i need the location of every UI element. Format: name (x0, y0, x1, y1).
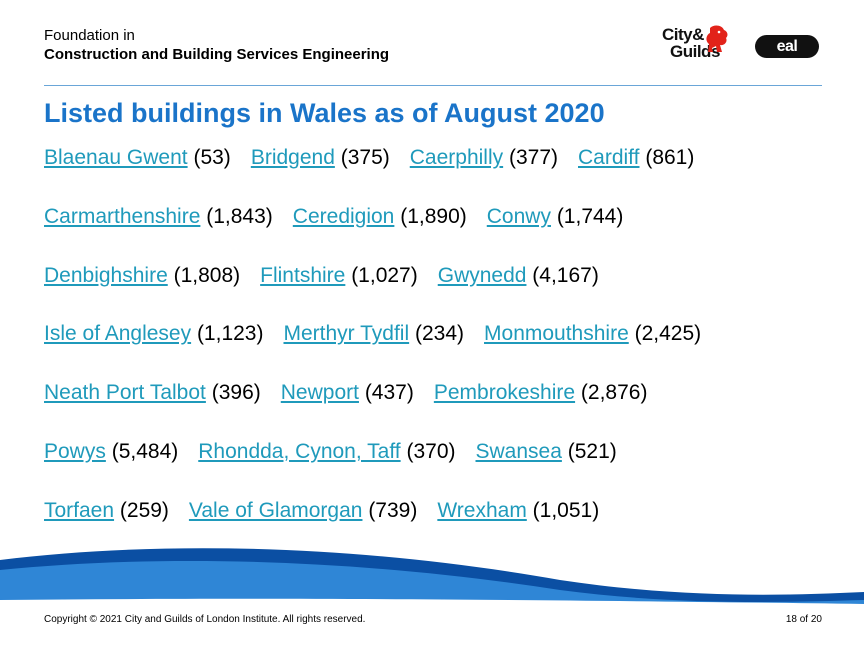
county-item: Newport (437) (281, 378, 414, 408)
county-link[interactable]: Vale of Glamorgan (188, 498, 363, 522)
lion-icon (706, 25, 728, 52)
county-item: Merthyr Tydfil (234) (283, 319, 464, 349)
listed-building-count: (1,123) (196, 322, 264, 346)
county-row: Isle of Anglesey (1,123) Merthyr Tydfil (… (44, 319, 834, 378)
header-line-1: Foundation in (44, 27, 135, 44)
listed-building-count: (370) (406, 439, 456, 463)
cg-logo-line1: City& (662, 25, 704, 44)
listed-building-count: (1,051) (532, 498, 600, 522)
county-item: Gwynedd (4,167) (438, 261, 599, 291)
eal-logo: eal (755, 35, 819, 58)
slide-header: Foundation in Construction and Building … (44, 26, 389, 64)
page-number: 18 of 20 (785, 614, 822, 625)
listed-building-count: (1,744) (556, 204, 624, 228)
listed-building-count: (521) (567, 439, 617, 463)
county-link[interactable]: Powys (44, 439, 106, 463)
county-row: Torfaen (259) Vale of Glamorgan (739) Wrex… (44, 496, 834, 555)
county-item: Carmarthenshire (1,843) (44, 202, 273, 232)
county-item: Powys (5,484) (44, 437, 178, 467)
county-item: Cardiff (861) (578, 143, 694, 173)
listed-building-count: (396) (211, 381, 261, 405)
county-item: Pembrokeshire (2,876) (434, 378, 648, 408)
listed-building-count: (437) (364, 381, 414, 405)
county-item: Wrexham (1,051) (437, 496, 599, 526)
listed-building-count: (259) (119, 498, 169, 522)
listed-building-count: (1,890) (400, 204, 467, 228)
county-item: Blaenau Gwent (53) (44, 143, 231, 173)
county-row: Denbighshire (1,808) Flintshire (1,027) Gw… (44, 261, 834, 320)
county-item: Caerphilly (377) (410, 143, 558, 173)
listed-building-count: (234) (414, 322, 465, 346)
county-link[interactable]: Neath Port Talbot (44, 381, 206, 405)
listed-building-count: (1,808) (173, 263, 241, 287)
header-divider (44, 85, 822, 86)
county-link[interactable]: Rhondda, Cynon, Taff (198, 439, 401, 463)
county-item: Torfaen (259) (44, 496, 169, 526)
county-item: Conwy (1,744) (487, 202, 624, 232)
county-row: Blaenau Gwent (53) Bridgend (375) Caerphil… (44, 143, 834, 202)
county-item: Flintshire (1,027) (260, 261, 418, 291)
listed-building-count: (377) (508, 146, 558, 169)
county-link[interactable]: Blaenau Gwent (44, 146, 188, 169)
county-link[interactable]: Cardiff (578, 146, 640, 169)
county-link[interactable]: Conwy (486, 204, 551, 228)
county-link[interactable]: Newport (280, 381, 359, 405)
listed-building-count: (4,167) (532, 263, 599, 287)
county-item: Neath Port Talbot (396) (44, 378, 261, 408)
slide-title: Listed buildings in Wales as of August 2… (44, 98, 605, 128)
county-link[interactable]: Ceredigion (292, 204, 395, 228)
county-link[interactable]: Swansea (475, 439, 562, 463)
listed-building-count: (2,876) (580, 381, 648, 405)
county-link[interactable]: Wrexham (437, 498, 527, 522)
county-row: Carmarthenshire (1,843) Ceredigion (1,890… (44, 202, 834, 261)
county-item: Denbighshire (1,808) (44, 261, 240, 291)
listed-building-count: (1,843) (206, 204, 273, 228)
county-link[interactable]: Torfaen (44, 498, 115, 522)
county-link[interactable]: Denbighshire (44, 263, 168, 287)
county-item: Monmouthshire (2,425) (484, 319, 701, 349)
listed-building-count: (739) (368, 498, 418, 522)
county-link[interactable]: Caerphilly (409, 146, 504, 169)
county-item: Isle of Anglesey (1,123) (44, 319, 263, 349)
county-link[interactable]: Monmouthshire (484, 322, 629, 346)
county-link[interactable]: Bridgend (250, 146, 335, 169)
county-link[interactable]: Isle of Anglesey (44, 322, 192, 346)
county-item: Swansea (521) (476, 437, 617, 467)
listed-building-count: (2,425) (634, 322, 702, 346)
listed-building-count: (1,027) (351, 263, 418, 287)
listed-building-count: (53) (193, 146, 231, 169)
footer-wave-decoration (0, 548, 864, 610)
header-line-2: Construction and Building Services Engin… (44, 46, 390, 63)
county-row: Neath Port Talbot (396) Newport (437) Pemb… (44, 378, 834, 437)
county-list: Blaenau Gwent (53) Bridgend (375) Caerphil… (44, 143, 834, 555)
listed-building-count: (861) (645, 146, 695, 169)
county-link[interactable]: Gwynedd (437, 263, 527, 287)
copyright-notice: Copyright © 2021 City and Guilds of Lond… (44, 614, 366, 625)
county-link[interactable]: Merthyr Tydfil (283, 322, 410, 346)
county-item: Ceredigion (1,890) (293, 202, 467, 232)
county-row: Powys (5,484) Rhondda, Cynon, Taff (370) S… (44, 437, 834, 496)
county-link[interactable]: Carmarthenshire (44, 204, 201, 228)
county-item: Vale of Glamorgan (739) (189, 496, 417, 526)
county-link[interactable]: Pembrokeshire (433, 381, 576, 405)
county-item: Rhondda, Cynon, Taff (370) (198, 437, 455, 467)
county-link[interactable]: Flintshire (260, 263, 346, 287)
listed-building-count: (5,484) (111, 439, 179, 463)
listed-building-count: (375) (340, 146, 390, 169)
cg-logo-line2: Guilds (670, 42, 720, 61)
county-item: Bridgend (375) (251, 143, 390, 173)
city-and-guilds-logo: City& Guilds (662, 24, 732, 66)
